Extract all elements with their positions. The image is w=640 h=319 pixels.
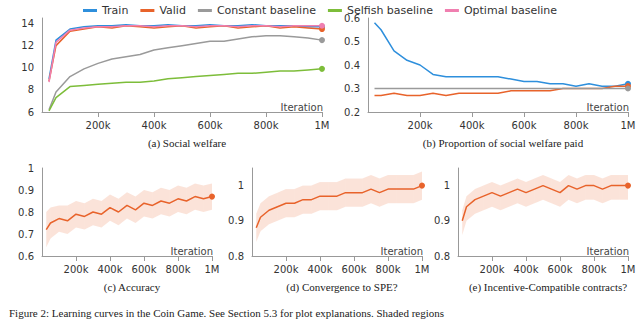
svg-text:0.9: 0.9 [18, 185, 34, 196]
svg-text:Valid: Valid [159, 4, 186, 17]
svg-text:0.6: 0.6 [344, 12, 360, 24]
svg-text:Iteration: Iteration [587, 102, 629, 113]
svg-text:0.2: 0.2 [344, 107, 360, 118]
svg-text:Train: Train [101, 4, 128, 17]
svg-text:(b) Proportion of social welfa: (b) Proportion of social welfare paid [423, 137, 584, 150]
svg-text:800k: 800k [376, 264, 401, 275]
svg-text:200k: 200k [64, 264, 89, 275]
svg-text:Optimal baseline: Optimal baseline [464, 4, 557, 17]
svg-text:Constant baseline: Constant baseline [217, 4, 316, 17]
svg-text:400k: 400k [460, 120, 485, 131]
svg-text:Iteration: Iteration [381, 246, 423, 257]
svg-text:800k: 800k [166, 264, 191, 275]
svg-text:400k: 400k [98, 264, 123, 275]
svg-text:600k: 600k [512, 120, 537, 131]
svg-text:800k: 800k [564, 120, 589, 131]
svg-text:400k: 400k [142, 120, 167, 131]
svg-text:200k: 200k [480, 264, 505, 275]
svg-text:200k: 200k [274, 264, 299, 275]
svg-text:0.9: 0.9 [434, 215, 450, 226]
svg-text:(e) Incentive-Compatible contr: (e) Incentive-Compatible contracts? [469, 281, 627, 294]
svg-text:8: 8 [28, 84, 34, 95]
svg-text:1M: 1M [415, 264, 430, 275]
svg-text:1M: 1M [621, 264, 636, 275]
svg-text:1M: 1M [205, 264, 220, 275]
svg-text:400k: 400k [308, 264, 333, 275]
svg-text:(d) Convergence to SPE?: (d) Convergence to SPE? [286, 281, 397, 294]
svg-text:1: 1 [444, 180, 450, 191]
svg-text:(a) Social welfare: (a) Social welfare [148, 137, 226, 150]
svg-text:Iteration: Iteration [587, 246, 629, 257]
svg-text:600k: 600k [132, 264, 157, 275]
svg-text:0.4: 0.4 [344, 60, 360, 71]
svg-text:0.7: 0.7 [18, 229, 34, 240]
svg-text:12: 12 [21, 40, 34, 51]
svg-text:200k: 200k [408, 120, 433, 131]
svg-text:Iteration: Iteration [281, 102, 323, 113]
svg-text:Iteration: Iteration [171, 246, 213, 257]
svg-text:0.8: 0.8 [228, 251, 244, 262]
svg-text:Selfish baseline: Selfish baseline [347, 4, 433, 17]
svg-text:200k: 200k [86, 120, 111, 131]
svg-text:0.5: 0.5 [344, 36, 360, 47]
svg-text:0.3: 0.3 [344, 83, 360, 94]
svg-text:600k: 600k [548, 264, 573, 275]
svg-text:(c) Accuracy: (c) Accuracy [104, 281, 161, 294]
svg-text:1: 1 [28, 163, 34, 174]
svg-text:1: 1 [238, 180, 244, 191]
svg-text:10: 10 [21, 62, 34, 73]
svg-text:0.9: 0.9 [228, 215, 244, 226]
svg-text:14: 14 [21, 18, 34, 29]
svg-text:600k: 600k [198, 120, 223, 131]
svg-text:0.8: 0.8 [434, 251, 450, 262]
svg-text:0.6: 0.6 [18, 251, 34, 262]
svg-text:800k: 800k [254, 120, 279, 131]
svg-text:800k: 800k [582, 264, 607, 275]
svg-text:Figure 2: Learning curves in t: Figure 2: Learning curves in the Coin Ga… [9, 307, 444, 319]
svg-text:1M: 1M [621, 120, 636, 131]
svg-text:400k: 400k [514, 264, 539, 275]
svg-text:600k: 600k [342, 264, 367, 275]
svg-text:6: 6 [28, 107, 34, 118]
svg-text:0.8: 0.8 [18, 207, 34, 218]
svg-text:1M: 1M [315, 120, 330, 131]
